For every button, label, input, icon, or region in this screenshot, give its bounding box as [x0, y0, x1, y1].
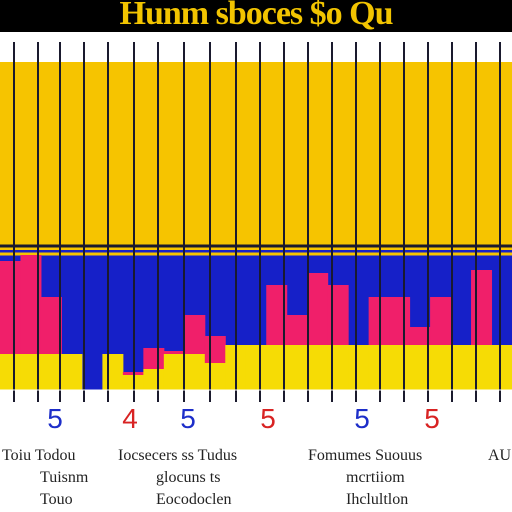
- category-label-0-1: Tuisnm: [40, 469, 89, 486]
- category-label-2-0: Fomumes Suouus: [308, 447, 422, 464]
- bar-lower-15: [307, 345, 329, 390]
- title-bar: Hunm sboces $o Qu: [0, 0, 512, 32]
- bar-lower-24: [491, 345, 512, 390]
- bar-lower-17: [348, 345, 370, 390]
- bar-lower-1: [20, 354, 42, 390]
- bar-lower-7: [143, 369, 165, 390]
- number-label-0: 5: [47, 403, 63, 434]
- bar-upper-2: [40, 297, 62, 354]
- bar-lower-14: [286, 345, 308, 390]
- bar-upper-16: [327, 285, 349, 345]
- category-label-1-1: glocuns ts: [156, 469, 220, 486]
- category-label-1-2: Eocodoclen: [156, 491, 232, 508]
- bar-lower-5: [102, 354, 124, 390]
- bar-upper-10: [204, 336, 226, 363]
- bar-lower-12: [245, 345, 267, 390]
- bar-lower-19: [389, 345, 411, 390]
- bar-lower-16: [327, 345, 349, 390]
- bar-lower-0: [0, 354, 21, 390]
- bar-upper-21: [430, 297, 452, 345]
- bar-lower-22: [450, 345, 472, 390]
- number-label-5: 5: [424, 403, 440, 434]
- bar-upper-19: [389, 297, 411, 345]
- category-label-3-0: AU: [488, 447, 512, 464]
- chart-background-top: [0, 62, 512, 250]
- bar-chart: 5 4 5 5 5 5 Toiu Todou Tuisnm Touo Iocsecers ss T…: [0, 42, 512, 508]
- category-label-0-2: Touo: [40, 491, 73, 508]
- bar-upper-8: [163, 351, 185, 354]
- bar-upper-0: [0, 261, 21, 354]
- category-label-1-0: Iocsecers ss Tudus: [118, 447, 237, 464]
- number-label-3: 5: [260, 403, 276, 434]
- bar-upper-13: [266, 285, 288, 345]
- chart-title: Hunm sboces $o Qu: [119, 0, 394, 32]
- category-label-2-1: mcrtiiom: [346, 469, 405, 486]
- category-label-2-2: Ihclultlon: [346, 491, 408, 508]
- number-label-2: 5: [180, 403, 196, 434]
- bar-upper-1: [20, 255, 42, 354]
- bar-lower-8: [163, 354, 185, 390]
- bar-lower-9: [184, 354, 206, 390]
- bar-lower-10: [204, 363, 226, 390]
- bar-lower-13: [266, 345, 288, 390]
- bar-upper-14: [286, 315, 308, 345]
- bar-upper-9: [184, 315, 206, 354]
- bar-upper-23: [471, 270, 493, 345]
- bar-lower-23: [471, 345, 493, 390]
- bar-lower-2: [40, 354, 62, 390]
- category-label-0-0: Toiu Todou: [2, 447, 75, 464]
- bar-upper-7: [143, 348, 165, 369]
- bar-lower-20: [409, 345, 431, 390]
- bar-upper-15: [307, 273, 329, 345]
- number-label-1: 4: [122, 403, 138, 434]
- bar-lower-3: [61, 354, 83, 390]
- bar-upper-20: [409, 327, 431, 345]
- number-label-4: 5: [354, 403, 370, 434]
- bar-lower-21: [430, 345, 452, 390]
